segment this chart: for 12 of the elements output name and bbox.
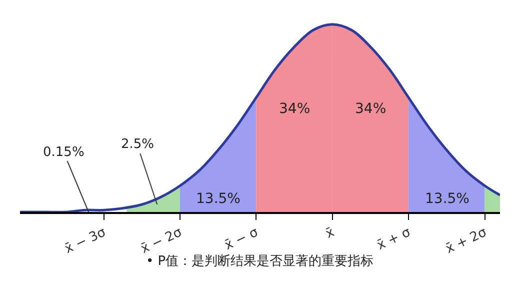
x-tick-label: x̄ − σ — [222, 225, 261, 254]
x-tick-label: x̄ + 2σ — [444, 225, 490, 257]
text: • P值：是判断结果是否显著的重要指标 — [146, 254, 374, 269]
annotation: 13.5% — [425, 191, 470, 207]
x-tick-label: x̄ − 3σ — [62, 225, 108, 257]
x-tick-label: x̄ + σ — [374, 225, 414, 254]
x-tick-label: x̄ — [323, 224, 338, 242]
annotation: 0.15% — [43, 145, 84, 160]
annotation: 34% — [355, 101, 386, 117]
annotation: 13.5% — [196, 191, 240, 207]
annotation: 34% — [279, 101, 310, 117]
annotation: 2.5% — [121, 137, 154, 152]
